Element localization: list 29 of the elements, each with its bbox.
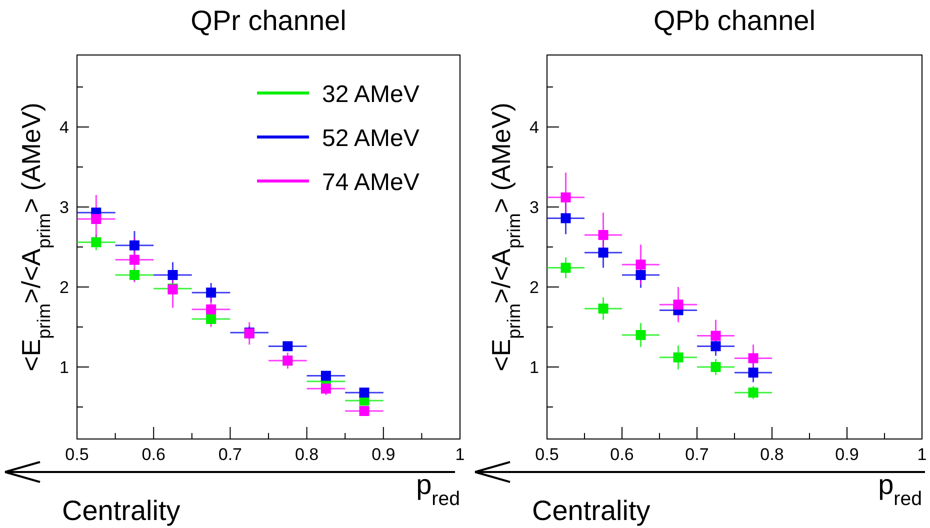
x-axis-title: p$_{red}$ xyxy=(416,469,460,510)
chart-title: QPr channel xyxy=(190,5,346,36)
text: Centrality xyxy=(532,495,650,526)
x-axis-title: p$_{red}$ xyxy=(878,469,922,510)
x-tick-label: 0.5 xyxy=(535,445,559,464)
y-tick-label: 2 xyxy=(60,278,69,297)
legend-label: 32 AMeV xyxy=(322,81,420,108)
y-tick-label: 1 xyxy=(530,358,539,377)
x-tick-label: 0.6 xyxy=(610,445,634,464)
legend-label: 52 AMeV xyxy=(322,125,420,152)
x-tick-label: 0.7 xyxy=(685,445,709,464)
x-tick-label: 0.9 xyxy=(372,445,396,464)
chart-title: QPb channel xyxy=(654,5,816,36)
x-tick-label: 1 xyxy=(455,445,465,464)
x-tick-label: 0.8 xyxy=(294,445,319,464)
text: Centrality xyxy=(62,495,180,526)
x-tick-label: 0.6 xyxy=(142,445,166,464)
y-tick-label: 4 xyxy=(60,118,69,137)
legend-label: 74 AMeV xyxy=(322,169,420,196)
x-tick-label: 0.5 xyxy=(65,445,89,464)
y-tick-label: 4 xyxy=(530,118,539,137)
y-tick-label: 3 xyxy=(60,198,69,217)
x-tick-label: 0.9 xyxy=(835,445,859,464)
x-tick-label: 0.8 xyxy=(760,445,784,464)
y-tick-label: 1 xyxy=(60,358,69,377)
x-tick-label: 0.7 xyxy=(218,445,242,464)
y-tick-label: 3 xyxy=(530,198,539,217)
x-tick-label: 1 xyxy=(917,445,927,464)
y-tick-label: 2 xyxy=(530,278,539,297)
